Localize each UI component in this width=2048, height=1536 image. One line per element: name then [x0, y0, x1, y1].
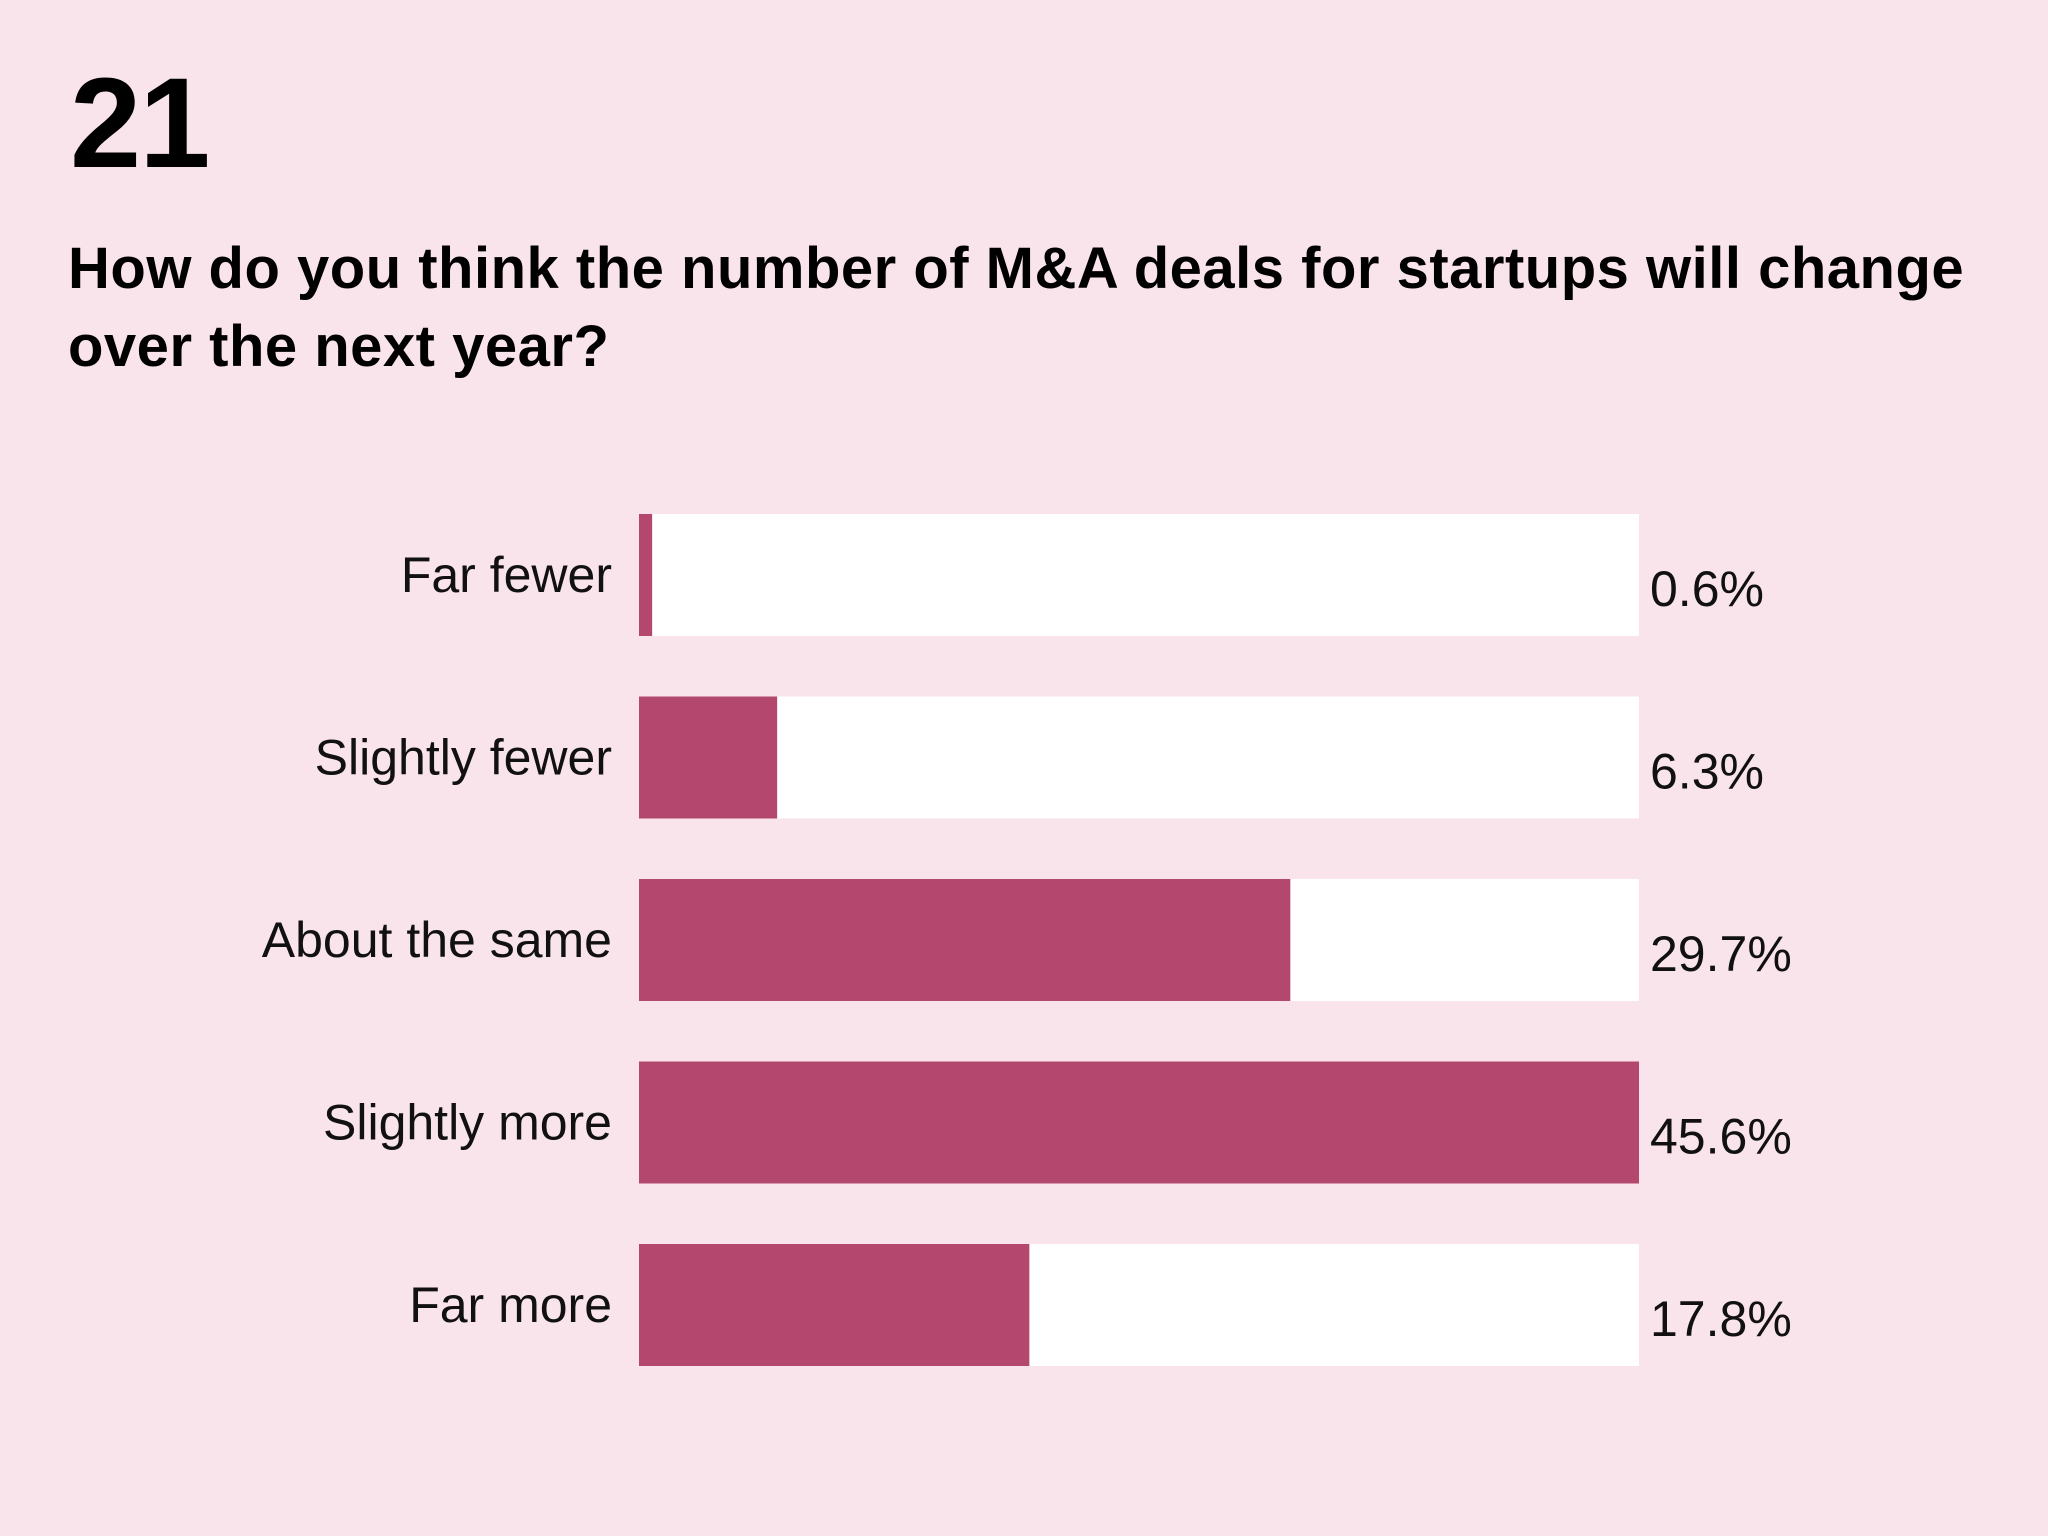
bar [639, 696, 778, 819]
value-label: 45.6% [1650, 1109, 1792, 1165]
bar [639, 514, 653, 636]
question-number: 21 [70, 52, 210, 195]
bar [639, 879, 1291, 1001]
value-label: 17.8% [1650, 1291, 1792, 1347]
bar [639, 1061, 1639, 1184]
bar-track [639, 696, 1639, 819]
question-title: How do you think the number of M&A deals… [68, 236, 1965, 379]
value-label: 29.7% [1650, 926, 1792, 982]
bar-track [639, 514, 1639, 636]
value-label: 6.3% [1650, 744, 1764, 800]
category-label: Slightly fewer [315, 730, 612, 786]
value-label: 0.6% [1650, 561, 1764, 617]
category-label: Far more [409, 1277, 612, 1333]
bar [639, 1244, 1030, 1366]
category-label: About the same [262, 912, 612, 968]
category-label: Slightly more [323, 1095, 612, 1151]
category-label: Far fewer [401, 547, 612, 603]
